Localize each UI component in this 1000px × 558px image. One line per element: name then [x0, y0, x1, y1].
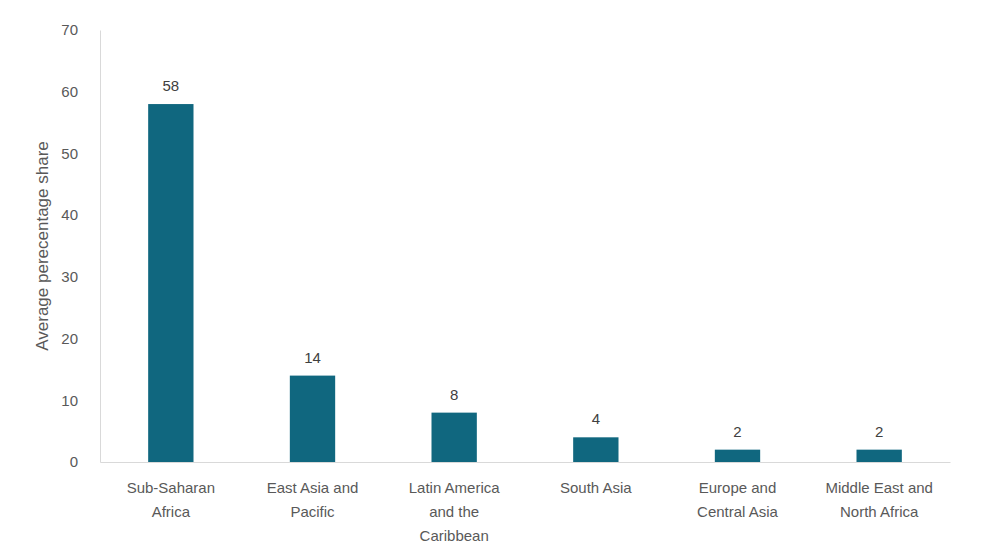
- x-tick-label: Sub-Saharan Africa: [127, 479, 215, 520]
- y-axis: 0 10 20 30 40 50 60 70: [61, 21, 100, 470]
- x-tick-label-line: South Asia: [560, 479, 632, 496]
- y-tick: 30: [61, 268, 78, 285]
- x-tick-label: East Asia and Pacific: [267, 479, 359, 520]
- x-tick-label-line: Central Asia: [697, 503, 779, 520]
- bar: [573, 437, 618, 462]
- x-axis-line: [101, 462, 951, 463]
- x-tick: East Asia and Pacific: [267, 479, 359, 520]
- x-tick-label-line: Latin America: [409, 479, 501, 496]
- bar: [715, 450, 760, 462]
- bar: [432, 413, 477, 462]
- x-tick-label: Middle East and North Africa: [825, 479, 933, 520]
- y-tick-label: 40: [61, 206, 78, 223]
- y-tick: 50: [61, 145, 78, 162]
- y-tick: 40: [61, 206, 78, 223]
- x-tick-label-line: Pacific: [290, 503, 335, 520]
- y-tick: 0: [70, 453, 78, 470]
- plot: 0 10 20 30 40 50 60 70 Sub-Saharan Africa East Asi…: [61, 21, 950, 544]
- x-tick-label-line: North Africa: [840, 503, 919, 520]
- data-label: 14: [304, 349, 321, 366]
- y-tick: 70: [61, 21, 78, 38]
- x-tick-label: South Asia: [560, 479, 632, 496]
- y-tick: 60: [61, 83, 78, 100]
- data-labels: 58 14 8 4 2 2: [162, 77, 883, 440]
- y-tick: 10: [61, 392, 78, 409]
- y-axis-line: [100, 31, 101, 463]
- y-tick-label: 10: [61, 392, 78, 409]
- data-label: 58: [162, 77, 179, 94]
- y-tick-label: 70: [61, 21, 78, 38]
- x-tick-label-line: Sub-Saharan: [127, 479, 215, 496]
- x-tick-label-line: Africa: [152, 503, 191, 520]
- y-tick-label: 30: [61, 268, 78, 285]
- x-tick: Sub-Saharan Africa: [127, 479, 215, 520]
- chart: 0 10 20 30 40 50 60 70 Sub-Saharan Africa East Asi…: [0, 0, 1000, 558]
- y-tick: 20: [61, 330, 78, 347]
- y-tick-label: 0: [70, 453, 78, 470]
- bar: [148, 104, 193, 462]
- x-tick-label: Europe and Central Asia: [697, 479, 779, 520]
- y-tick-label: 60: [61, 83, 78, 100]
- bars: [148, 104, 902, 462]
- bar: [290, 376, 335, 462]
- data-label: 4: [592, 410, 600, 427]
- y-axis-title: Average perecentage share: [33, 141, 52, 351]
- data-label: 8: [450, 386, 458, 403]
- x-tick: Middle East and North Africa: [825, 479, 933, 520]
- y-tick-label: 20: [61, 330, 78, 347]
- x-tick-label-line: Caribbean: [420, 527, 489, 544]
- x-tick: South Asia: [560, 479, 632, 496]
- x-tick: Latin America and the Caribbean: [409, 479, 501, 544]
- data-label: 2: [875, 423, 883, 440]
- data-label: 2: [733, 423, 741, 440]
- x-axis: Sub-Saharan Africa East Asia and Pacific Lat…: [101, 463, 951, 545]
- y-tick-label: 50: [61, 145, 78, 162]
- x-tick-label: Latin America and the Caribbean: [409, 479, 501, 544]
- bar: [857, 450, 902, 462]
- x-tick: Europe and Central Asia: [697, 479, 779, 520]
- x-tick-label-line: Europe and: [699, 479, 777, 496]
- x-tick-label-line: East Asia and: [267, 479, 359, 496]
- x-tick-label-line: and the: [429, 503, 479, 520]
- x-tick-label-line: Middle East and: [825, 479, 933, 496]
